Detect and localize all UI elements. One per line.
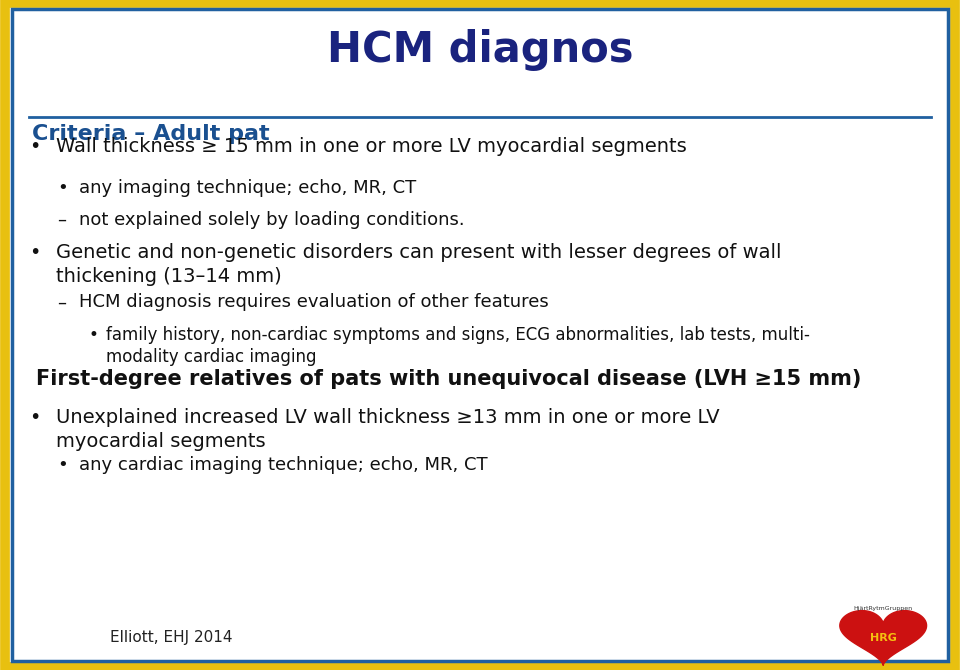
- Text: HjärtRytmGruppen: HjärtRytmGruppen: [853, 606, 913, 611]
- Text: Criteria – Adult pat: Criteria – Adult pat: [32, 124, 270, 144]
- Text: •: •: [29, 243, 40, 262]
- Text: family history, non-cardiac symptoms and signs, ECG abnormalities, lab tests, mu: family history, non-cardiac symptoms and…: [106, 326, 809, 366]
- Text: •: •: [88, 326, 98, 344]
- Text: not explained solely by loading conditions.: not explained solely by loading conditio…: [79, 211, 465, 229]
- Text: HCM diagnosis requires evaluation of other features: HCM diagnosis requires evaluation of oth…: [79, 293, 548, 312]
- Text: Wall thickness ≥ 15 mm in one or more LV myocardial segments: Wall thickness ≥ 15 mm in one or more LV…: [56, 137, 686, 156]
- Text: •: •: [58, 179, 68, 197]
- Text: –: –: [58, 293, 66, 312]
- Text: Genetic and non-genetic disorders can present with lesser degrees of wall
thicke: Genetic and non-genetic disorders can pr…: [56, 243, 781, 285]
- FancyBboxPatch shape: [5, 3, 955, 667]
- Text: Unexplained increased LV wall thickness ≥13 mm in one or more LV
myocardial segm: Unexplained increased LV wall thickness …: [56, 408, 719, 450]
- Text: HCM diagnos: HCM diagnos: [326, 29, 634, 71]
- Text: any cardiac imaging technique; echo, MR, CT: any cardiac imaging technique; echo, MR,…: [79, 456, 488, 474]
- Text: First-degree relatives of pats with unequivocal disease (LVH ≥15 mm): First-degree relatives of pats with uneq…: [36, 369, 862, 389]
- Text: HRG: HRG: [870, 633, 897, 643]
- Text: •: •: [29, 137, 40, 156]
- Text: •: •: [29, 408, 40, 427]
- Polygon shape: [840, 610, 926, 665]
- Text: •: •: [58, 456, 68, 474]
- Text: –: –: [58, 211, 66, 229]
- Text: any imaging technique; echo, MR, CT: any imaging technique; echo, MR, CT: [79, 179, 416, 197]
- Text: Elliott, EHJ 2014: Elliott, EHJ 2014: [110, 630, 233, 645]
